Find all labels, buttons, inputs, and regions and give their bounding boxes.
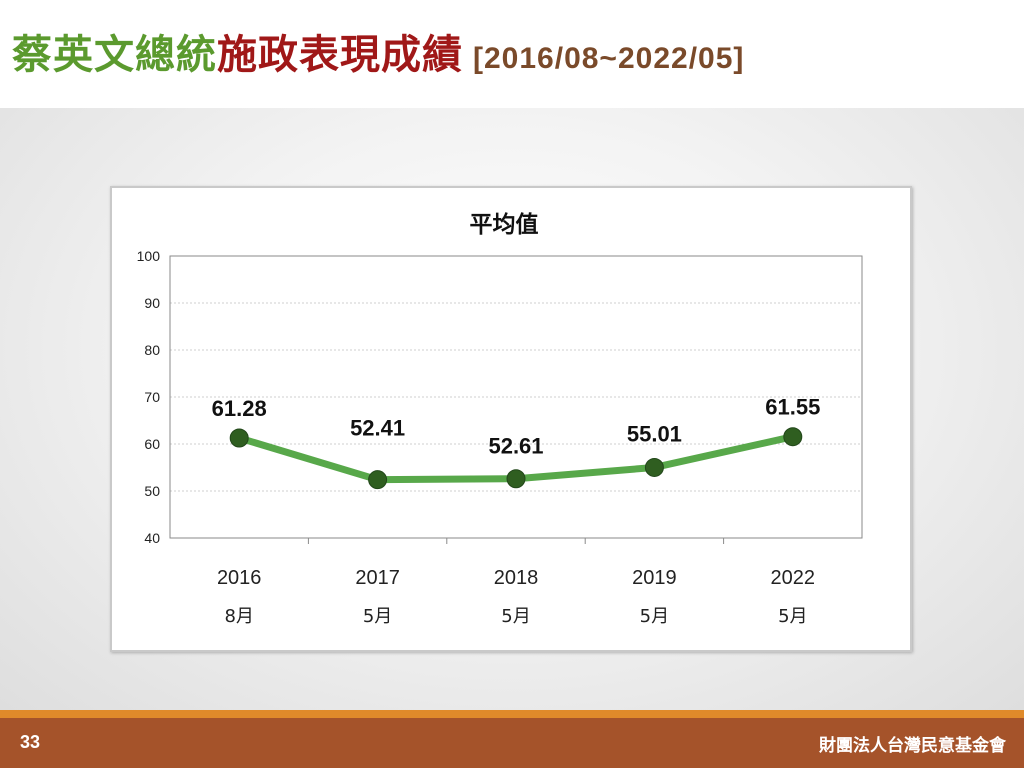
y-tick-label: 50 xyxy=(144,483,160,499)
line-chart: 平均值 40 50 60 70 80 90 100 2016 8月 2017 5月 2018 5月 2019… xyxy=(137,211,863,627)
data-label: 55.01 xyxy=(627,421,682,446)
x-tick-label-month: 5月 xyxy=(778,606,807,627)
y-tick-label: 60 xyxy=(144,436,160,452)
data-point xyxy=(783,427,803,447)
page-number: 33 xyxy=(20,732,41,752)
y-tick-label: 100 xyxy=(137,248,161,264)
organization-name: 財團法人台灣民意基金會 xyxy=(819,736,1006,756)
y-tick-label: 70 xyxy=(144,389,160,405)
y-tick-label: 90 xyxy=(144,295,160,311)
data-point xyxy=(368,470,388,490)
slide-header: 蔡英文總統施政表現成績 [2016/08~2022/05] xyxy=(0,0,1024,108)
chart-frame: 平均值 40 50 60 70 80 90 100 2016 8月 2017 5月 2018 5月 2019… xyxy=(110,186,912,652)
title-green-part: 蔡英文總統 xyxy=(12,32,217,78)
x-tick-label-month: 5月 xyxy=(363,606,392,627)
slide-title: 蔡英文總統施政表現成績 [2016/08~2022/05] xyxy=(12,22,744,80)
data-point xyxy=(644,457,664,477)
x-tick-label-year: 2022 xyxy=(771,567,816,589)
y-tick-label: 40 xyxy=(144,530,160,546)
x-tick-label-month: 5月 xyxy=(640,606,669,627)
x-tick-label-year: 2017 xyxy=(355,567,400,589)
data-label: 52.61 xyxy=(488,434,543,459)
data-point xyxy=(506,469,526,489)
data-label: 61.28 xyxy=(212,396,267,421)
footer-stripe xyxy=(0,710,1024,718)
y-tick-label: 80 xyxy=(144,342,160,358)
data-label: 52.41 xyxy=(350,416,405,441)
x-tick-label-month: 5月 xyxy=(501,606,530,627)
data-point xyxy=(229,428,249,448)
title-date-range: [2016/08~2022/05] xyxy=(473,42,745,75)
x-tick-label-year: 2018 xyxy=(494,567,539,589)
chart-title: 平均值 xyxy=(470,211,539,238)
x-tick-label-year: 2016 xyxy=(217,567,262,589)
slide-footer: 33 財團法人台灣民意基金會 xyxy=(0,718,1024,768)
x-tick-label-year: 2019 xyxy=(632,567,677,589)
data-label: 61.55 xyxy=(765,395,820,420)
title-red-part: 施政表現成績 xyxy=(217,32,463,78)
plot-area-border xyxy=(169,255,863,539)
x-tick-label-month: 8月 xyxy=(224,606,253,627)
